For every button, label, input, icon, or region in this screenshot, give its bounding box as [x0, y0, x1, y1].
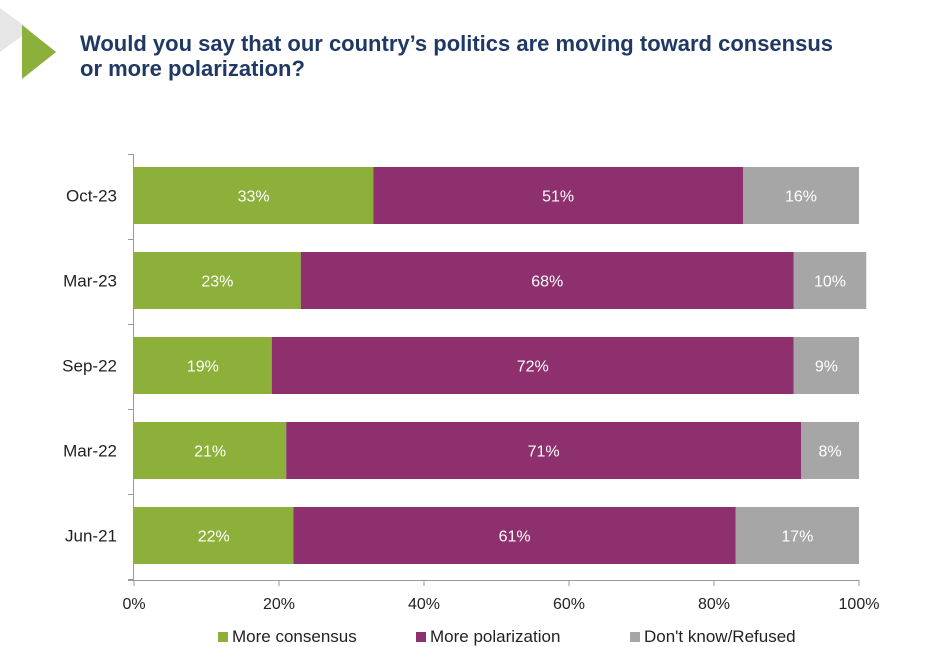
x-tick-label: 100%: [839, 596, 880, 613]
data-label-polarization: 71%: [528, 444, 560, 461]
legend-swatch-consensus: [218, 632, 228, 642]
legend-swatch-dontknow: [630, 632, 640, 642]
data-label-dontknow: 17%: [781, 529, 813, 546]
bar-dontknow: [735, 507, 859, 564]
bar-consensus: [134, 422, 287, 479]
data-label-dontknow: 9%: [815, 359, 838, 376]
category-label: Oct-23: [66, 187, 117, 206]
x-tick-label: 0%: [122, 596, 145, 613]
x-tick-label: 60%: [553, 596, 585, 613]
bar-polarization: [373, 167, 743, 224]
page-title: Would you say that our country’s politic…: [80, 31, 834, 81]
category-label: Mar-23: [63, 272, 117, 291]
data-label-polarization: 51%: [542, 189, 574, 206]
stacked-bar-chart: 0% 20% 40% 60% 80% 100% Oct-23 33% 51% 16% Mar-23 2…: [62, 154, 880, 613]
x-tick-label: 80%: [698, 596, 730, 613]
bar-dontknow: [793, 337, 859, 394]
legend-item-consensus: More consensus: [218, 627, 357, 647]
bar-polarization: [300, 252, 794, 309]
x-tick-label: 20%: [263, 596, 295, 613]
data-label-consensus: 23%: [201, 274, 233, 291]
category-label: Mar-22: [63, 442, 117, 461]
data-label-dontknow: 8%: [818, 444, 841, 461]
category-label: Jun-21: [65, 527, 117, 546]
data-label-consensus: 21%: [194, 444, 226, 461]
data-label-consensus: 22%: [198, 529, 230, 546]
legend-item-polarization: More polarization: [416, 627, 560, 647]
data-label-consensus: 19%: [187, 359, 219, 376]
legend-item-dontknow: Don't know/Refused: [630, 627, 796, 647]
bar-consensus: [134, 507, 294, 564]
data-label-polarization: 72%: [517, 359, 549, 376]
data-label-polarization: 68%: [531, 274, 563, 291]
chart-legend: More consensus More polarization Don't k…: [0, 627, 936, 647]
data-label-polarization: 61%: [499, 529, 531, 546]
x-tick-label: 40%: [408, 596, 440, 613]
bar-dontknow: [801, 422, 859, 479]
triangle-accent-icon: [0, 8, 56, 79]
legend-swatch-polarization: [416, 632, 426, 642]
bar-polarization: [271, 337, 794, 394]
bar-consensus: [134, 167, 374, 224]
legend-label-polarization: More polarization: [430, 627, 561, 646]
data-label-dontknow: 16%: [785, 189, 817, 206]
bar-polarization: [286, 422, 801, 479]
bar-consensus: [134, 337, 272, 394]
bar-consensus: [134, 252, 301, 309]
bar-dontknow: [743, 167, 859, 224]
bar-dontknow: [793, 252, 867, 309]
data-label-dontknow: 10%: [814, 274, 846, 291]
legend-label-consensus: More consensus: [232, 627, 357, 646]
legend-label-dontknow: Don't know/Refused: [644, 627, 796, 646]
category-label: Sep-22: [62, 357, 117, 376]
data-label-consensus: 33%: [238, 189, 270, 206]
bar-polarization: [293, 507, 736, 564]
